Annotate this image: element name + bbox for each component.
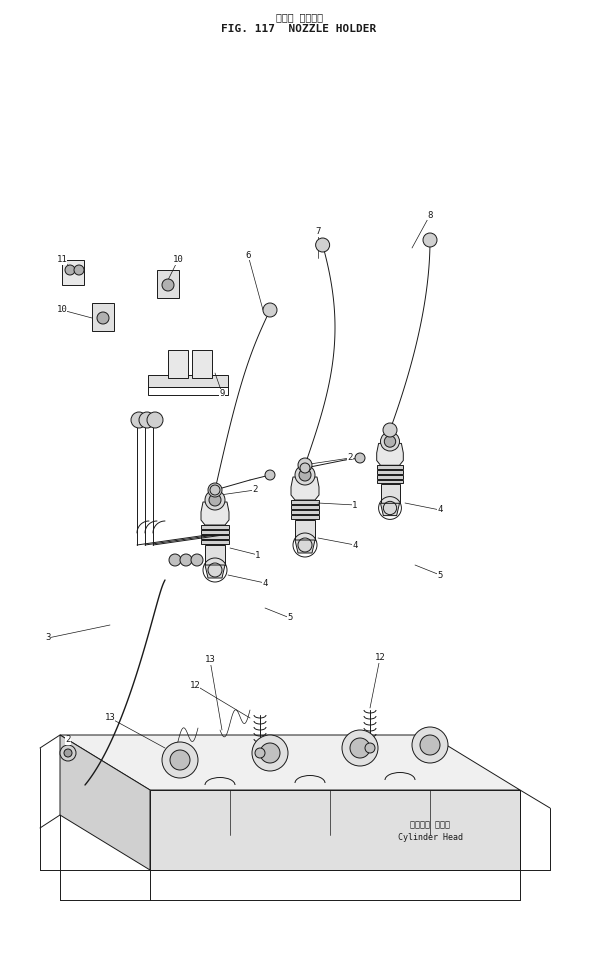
Bar: [201, 535, 229, 539]
Bar: [291, 515, 319, 519]
Circle shape: [64, 749, 72, 757]
Polygon shape: [60, 735, 150, 870]
Circle shape: [162, 742, 198, 778]
Circle shape: [191, 554, 203, 566]
Circle shape: [169, 554, 181, 566]
Polygon shape: [380, 504, 400, 515]
Bar: [291, 505, 319, 509]
Bar: [291, 510, 319, 514]
Bar: [192, 350, 212, 378]
Text: 7: 7: [315, 228, 320, 236]
Circle shape: [298, 458, 312, 472]
Text: FIG. 117  NOZZLE HOLDER: FIG. 117 NOZZLE HOLDER: [222, 24, 377, 34]
Circle shape: [180, 554, 192, 566]
Text: 4: 4: [262, 578, 268, 588]
Text: 9: 9: [219, 389, 225, 398]
Text: 12: 12: [374, 653, 385, 663]
Bar: [201, 525, 229, 529]
Circle shape: [209, 494, 221, 506]
Text: 10: 10: [57, 306, 67, 315]
Circle shape: [208, 483, 222, 497]
Bar: [148, 375, 228, 387]
Bar: [377, 480, 403, 483]
Text: 13: 13: [205, 655, 216, 665]
Circle shape: [74, 265, 84, 275]
Text: 10: 10: [173, 256, 183, 264]
Circle shape: [139, 412, 155, 428]
Circle shape: [299, 469, 311, 481]
Circle shape: [380, 432, 400, 451]
Bar: [157, 270, 179, 298]
Bar: [295, 520, 315, 540]
Bar: [377, 470, 403, 474]
Circle shape: [210, 485, 220, 495]
Circle shape: [412, 727, 448, 763]
Text: 4: 4: [437, 506, 443, 514]
Polygon shape: [291, 477, 319, 500]
Text: 11: 11: [57, 256, 67, 264]
Text: 4: 4: [352, 540, 358, 549]
Text: 1: 1: [352, 501, 358, 510]
Text: 2: 2: [347, 454, 353, 462]
Text: 2: 2: [65, 735, 71, 745]
Circle shape: [300, 463, 310, 473]
Text: 5: 5: [288, 614, 293, 622]
Text: 13: 13: [105, 713, 116, 723]
Circle shape: [365, 743, 375, 753]
Circle shape: [265, 470, 275, 480]
Circle shape: [65, 265, 75, 275]
Bar: [205, 545, 225, 565]
Bar: [201, 530, 229, 534]
Polygon shape: [150, 790, 520, 870]
Text: 1: 1: [255, 550, 261, 560]
Circle shape: [316, 238, 329, 252]
Circle shape: [260, 743, 280, 763]
Circle shape: [350, 738, 370, 758]
Bar: [168, 350, 188, 378]
Bar: [291, 500, 319, 504]
Circle shape: [162, 279, 174, 291]
Circle shape: [423, 233, 437, 247]
Circle shape: [383, 423, 397, 437]
Polygon shape: [377, 443, 403, 465]
Circle shape: [147, 412, 163, 428]
Circle shape: [385, 436, 396, 447]
Bar: [62, 260, 84, 285]
Text: ノズル ホルダ・: ノズル ホルダ・: [276, 12, 322, 22]
Bar: [380, 484, 400, 504]
Text: 12: 12: [190, 680, 201, 690]
Polygon shape: [205, 565, 225, 578]
Circle shape: [355, 453, 365, 463]
Circle shape: [252, 735, 288, 771]
Circle shape: [295, 465, 315, 485]
Polygon shape: [201, 502, 229, 525]
Polygon shape: [295, 540, 315, 553]
Bar: [148, 387, 228, 395]
Circle shape: [255, 748, 265, 758]
Text: 6: 6: [246, 251, 251, 260]
Circle shape: [263, 303, 277, 317]
Polygon shape: [60, 735, 520, 790]
Bar: [92, 303, 114, 331]
Text: 3: 3: [46, 633, 51, 643]
Circle shape: [97, 312, 109, 324]
Bar: [201, 540, 229, 544]
Circle shape: [131, 412, 147, 428]
Bar: [377, 475, 403, 479]
Text: 8: 8: [427, 210, 432, 219]
Text: 2: 2: [252, 485, 258, 494]
Text: シリンダ ヘッド: シリンダ ヘッド: [410, 820, 450, 830]
Circle shape: [205, 490, 225, 510]
Text: 5: 5: [437, 570, 443, 580]
Circle shape: [342, 730, 378, 766]
Text: Cylinder Head: Cylinder Head: [398, 834, 462, 842]
Bar: [377, 465, 403, 469]
Circle shape: [60, 745, 76, 761]
Circle shape: [420, 735, 440, 755]
Circle shape: [170, 750, 190, 770]
